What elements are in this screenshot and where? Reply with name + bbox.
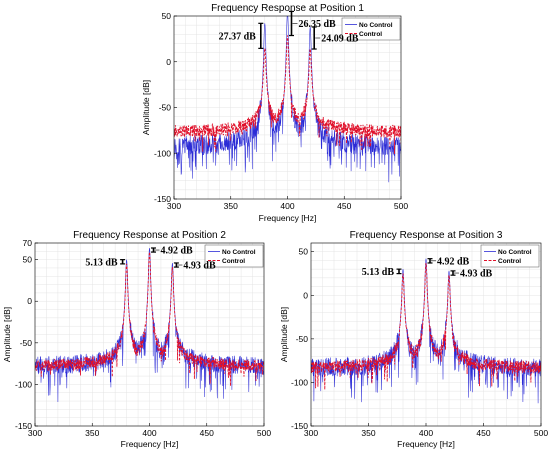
x-tick-label: 500 <box>394 201 408 211</box>
series-line-control <box>311 262 541 390</box>
x-tick-label: 400 <box>280 201 294 211</box>
y-tick-label: -100 <box>291 377 308 387</box>
y-tick-label: -50 <box>20 338 33 348</box>
grid <box>310 242 542 427</box>
x-axis-label: Frequency [Hz] <box>121 439 179 449</box>
chart-panel-2: 300 350 400 450 50070500-50-100-150Frequency… <box>2 230 271 449</box>
x-tick-label: 450 <box>337 201 351 211</box>
annotation: 4.93 dB <box>450 269 493 280</box>
annotation: 4.93 dB <box>173 261 216 272</box>
y-axis-label: Amplitude [dB] <box>141 80 151 135</box>
annotation-label: 4.93 dB <box>460 269 493 280</box>
x-tick-label: 450 <box>200 428 214 438</box>
x-tick-label: 350 <box>85 428 99 438</box>
legend: No Control Control <box>341 17 401 41</box>
annotation-label: 26.35 dB <box>299 19 337 30</box>
legend-label: No Control <box>359 22 393 29</box>
x-tick-label: 400 <box>419 428 433 438</box>
y-axis-label: Amplitude [dB] <box>279 307 289 362</box>
series-layer <box>311 258 541 404</box>
y-tick-label: -100 <box>154 148 171 158</box>
x-tick-label: 500 <box>534 428 548 438</box>
annotation: 4.92 dB <box>151 246 193 257</box>
annotation-label: 24.09 dB <box>321 34 359 45</box>
legend-box <box>480 244 540 268</box>
y-axis-label: Amplitude [dB] <box>2 307 12 362</box>
y-tick-label: 0 <box>27 296 32 306</box>
x-tick-label: 500 <box>257 428 271 438</box>
annotation-label: 5.13 dB <box>85 257 118 268</box>
x-tick-label: 350 <box>361 428 375 438</box>
annotation: 4.92 dB <box>427 256 470 267</box>
annotation-label: 5.13 dB <box>362 267 395 278</box>
annotation: 5.13 dB <box>362 267 402 278</box>
series-layer <box>35 247 264 403</box>
series-line-no-control <box>174 16 401 183</box>
x-tick-label: 300 <box>28 428 42 438</box>
y-tick-label: 50 <box>162 11 172 21</box>
series-line-control <box>174 35 401 155</box>
y-tick-label: -100 <box>15 379 32 389</box>
chart-title: Frequency Response at Position 1 <box>211 3 364 14</box>
grid <box>34 242 265 427</box>
legend: No Control Control <box>480 244 540 268</box>
legend-label: No Control <box>222 249 256 256</box>
y-tick-label: -150 <box>154 194 171 204</box>
annotation-label: 4.93 dB <box>183 261 216 272</box>
y-tick-label: 70 <box>23 238 33 248</box>
annotation: 27.37 dB <box>219 22 264 49</box>
chart-title: Frequency Response at Position 3 <box>350 230 503 241</box>
annotation: 26.35 dB <box>289 10 337 37</box>
legend-label: Control <box>359 31 382 38</box>
y-tick-label: -50 <box>159 103 172 113</box>
x-tick-label: 450 <box>476 428 490 438</box>
y-tick-label: -50 <box>296 334 309 344</box>
annotation-label: 4.92 dB <box>437 256 470 267</box>
y-tick-label: 50 <box>299 247 309 257</box>
chart-title: Frequency Response at Position 2 <box>73 230 226 241</box>
legend-box <box>341 17 401 41</box>
y-tick-label: 50 <box>23 255 33 265</box>
legend: No Control Control <box>204 244 264 268</box>
y-tick-label: -150 <box>15 421 32 431</box>
series-layer <box>174 16 401 183</box>
annotation-label: 27.37 dB <box>219 31 257 42</box>
annotation: 5.13 dB <box>85 257 126 268</box>
y-tick-label: -150 <box>291 421 308 431</box>
x-tick-label: 300 <box>304 428 318 438</box>
x-tick-label: 350 <box>224 201 238 211</box>
annotation: 24.09 dB <box>311 26 359 50</box>
x-axis-label: Frequency [Hz] <box>397 439 455 449</box>
y-tick-label: 0 <box>166 57 171 67</box>
legend-label: Control <box>498 258 521 265</box>
y-tick-label: 0 <box>303 290 308 300</box>
legend-label: Control <box>222 258 245 265</box>
x-axis-label: Frequency [Hz] <box>259 213 317 223</box>
x-tick-label: 400 <box>142 428 156 438</box>
series-line-control <box>35 252 264 387</box>
grid <box>173 15 402 200</box>
legend-label: No Control <box>498 249 532 256</box>
annotation-label: 4.92 dB <box>161 246 194 257</box>
legend-box <box>204 244 264 268</box>
x-tick-label: 300 <box>167 201 181 211</box>
